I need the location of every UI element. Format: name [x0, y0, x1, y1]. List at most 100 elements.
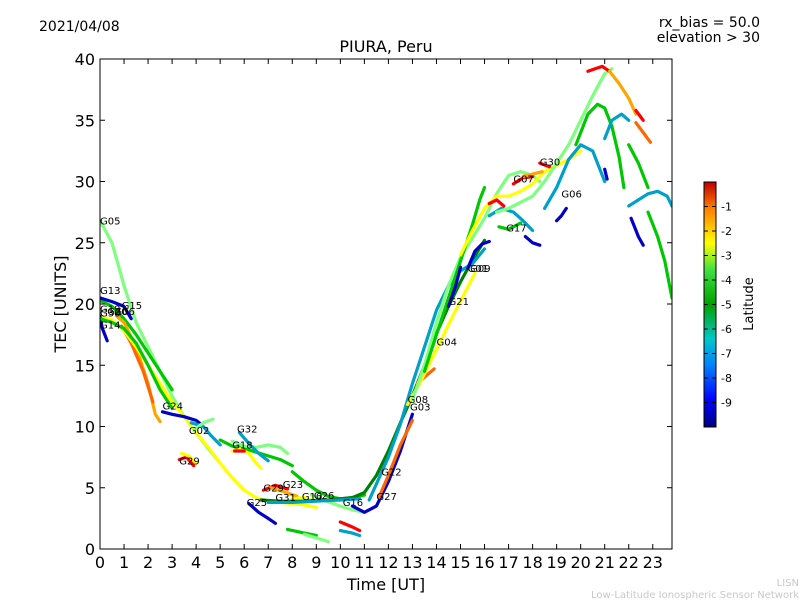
- satellite-trace-49: [554, 206, 568, 223]
- x-tick-label: 13: [402, 553, 422, 572]
- x-tick-label: 16: [474, 553, 494, 572]
- credit-network: Low-Latitude Ionospheric Sensor Network: [591, 590, 799, 600]
- colorbar-tick-label: -7: [721, 348, 732, 361]
- colorbar-tick-label: -3: [721, 250, 732, 263]
- chart-title: PIURA, Peru: [339, 37, 432, 56]
- satellite-trace-44: [497, 221, 523, 231]
- satellite-label: G06: [561, 189, 581, 200]
- colorbar-ticks: -1 -2 -3 -4 -5 -6 -7 -8 -9: [704, 201, 732, 410]
- satellite-trace-47: [538, 161, 552, 169]
- y-tick-label: 40: [75, 50, 95, 69]
- x-tick-label: 8: [287, 553, 297, 572]
- x-tick-label: 10: [330, 553, 350, 572]
- satellite-label: G22: [381, 468, 401, 479]
- satellite-trace-17: [237, 431, 270, 463]
- satellite-label: G06: [114, 307, 134, 318]
- y-tick-label: 5: [85, 479, 95, 498]
- x-tick-label: 11: [354, 553, 374, 572]
- colorbar-tick-label: -2: [721, 225, 732, 238]
- y-tick-label: 30: [75, 173, 95, 192]
- x-tick-label: 0: [95, 553, 105, 572]
- satellite-trace-46: [521, 170, 544, 179]
- satellite-trace-7: [100, 317, 174, 410]
- satellite-trace-42: [495, 67, 614, 214]
- satellite-label: G17: [506, 224, 526, 235]
- satellite-trace-5: [100, 296, 133, 321]
- x-tick-label: 7: [263, 553, 273, 572]
- satellite-label: G02: [189, 426, 209, 437]
- x-axis-ticks: 0 1 2 3 4 5 6 7 8 9 10 11 12 13 14 15 16 17 18 19 20 21 22 23: [95, 59, 663, 572]
- satellite-label: G23: [283, 480, 303, 491]
- elevation-label: elevation > 30: [657, 30, 760, 46]
- satellite-trace-57: [627, 143, 650, 190]
- credit-lisn: LISN: [777, 578, 799, 589]
- rx-bias-label: rx_bias = 50.0: [659, 15, 760, 31]
- x-tick-label: 1: [119, 553, 129, 572]
- satellite-label: G09: [470, 264, 490, 275]
- satellite-trace-28: [338, 520, 362, 533]
- x-tick-label: 20: [570, 553, 590, 572]
- satellite-trace-39: [458, 149, 583, 257]
- satellite-label: G30: [100, 308, 120, 319]
- satellite-trace-59: [627, 189, 672, 208]
- satellite-label: G32: [237, 425, 257, 436]
- satellite-trace-43: [487, 198, 506, 208]
- satellite-trace-35: [410, 170, 542, 402]
- colorbar-label: Latitude: [742, 277, 757, 331]
- x-tick-label: 18: [522, 553, 542, 572]
- y-axis-label: TEC [UNITS]: [51, 256, 70, 354]
- satellite-trace-60: [646, 210, 672, 300]
- satellite-trace-31: [377, 418, 414, 500]
- y-tick-label: 20: [75, 295, 95, 314]
- satellite-label: G19: [100, 305, 120, 316]
- satellite-trace-12: [180, 451, 198, 465]
- colorbar-tick-label: -8: [721, 372, 732, 385]
- satellite-trace-11: [177, 455, 196, 468]
- satellite-label: G03: [410, 403, 430, 414]
- satellite-label: G08: [408, 395, 428, 406]
- satellite-label: G01: [468, 264, 488, 275]
- x-tick-label: 14: [426, 553, 446, 572]
- satellite-trace-20: [269, 486, 299, 498]
- satellite-trace-53: [586, 64, 612, 73]
- satellite-label: G15: [122, 301, 142, 312]
- satellite-trace-19: [261, 483, 290, 492]
- satellite-label: G14: [100, 321, 120, 332]
- x-tick-label: 12: [378, 553, 398, 572]
- x-tick-label: 21: [595, 553, 615, 572]
- satellite-label: G29: [263, 483, 283, 494]
- y-tick-label: 15: [75, 356, 95, 375]
- satellite-label: G20: [107, 307, 127, 318]
- satellite-label: G21: [449, 297, 469, 308]
- satellite-trace-14: [230, 439, 290, 455]
- satellite-trace-56: [634, 121, 653, 144]
- satellite-label: G31: [275, 493, 295, 504]
- x-tick-label: 9: [311, 553, 321, 572]
- series-layer: [100, 64, 672, 544]
- satellite-trace-37: [446, 265, 463, 308]
- y-tick-label: 25: [75, 234, 95, 253]
- satellite-trace-55: [634, 108, 645, 122]
- satellite-trace-29: [338, 528, 362, 538]
- x-axis-label: Time [UT]: [346, 575, 425, 594]
- satellite-trace-9: [189, 421, 222, 447]
- satellite-trace-1: [100, 298, 174, 392]
- x-tick-label: 23: [643, 553, 663, 572]
- satellite-trace-50: [603, 167, 609, 181]
- satellite-label: G27: [376, 492, 396, 503]
- x-tick-label: 2: [143, 553, 153, 572]
- satellite-label: G05: [100, 216, 120, 227]
- satellite-label: G24: [163, 401, 183, 412]
- colorbar-tick-label: -9: [721, 397, 732, 410]
- satellite-label: G04: [437, 338, 457, 349]
- satellite-trace-18: [247, 502, 277, 525]
- satellite-label: G25: [247, 498, 267, 509]
- satellite-trace-52: [603, 112, 631, 141]
- satellite-label: G13: [100, 286, 120, 297]
- satellite-label: G16: [343, 498, 363, 509]
- colorbar-tick-label: -1: [721, 201, 732, 214]
- colorbar-tick-label: -5: [721, 299, 732, 312]
- satellite-trace-25: [266, 497, 362, 504]
- satellite-trace-23: [309, 493, 366, 514]
